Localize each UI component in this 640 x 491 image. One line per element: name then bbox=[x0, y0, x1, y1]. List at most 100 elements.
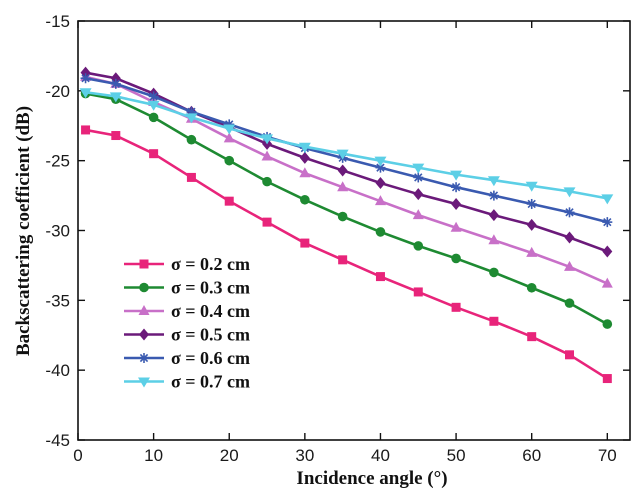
axis-ticks: 0 10 20 30 40 50 60 70 -45 -40 -35 -30 -25 -20 -15 bbox=[45, 12, 630, 465]
legend-marker-shape bbox=[139, 328, 149, 341]
data-point-shape bbox=[601, 277, 613, 288]
data-point-shape bbox=[564, 260, 576, 271]
data-point bbox=[337, 164, 348, 177]
data-point bbox=[488, 190, 499, 201]
data-point bbox=[601, 277, 613, 288]
data-point bbox=[261, 134, 274, 145]
x-tick-label: 50 bbox=[447, 446, 466, 465]
data-point bbox=[338, 255, 348, 265]
data-point-stroke bbox=[376, 163, 385, 172]
data-point bbox=[109, 92, 122, 103]
data-point-shape bbox=[602, 374, 612, 384]
data-point bbox=[186, 172, 196, 182]
data-point-shape bbox=[79, 88, 92, 99]
data-point bbox=[526, 198, 537, 209]
data-point bbox=[374, 156, 387, 167]
data-point-shape bbox=[374, 156, 387, 167]
data-point-shape bbox=[111, 131, 121, 141]
data-point bbox=[526, 218, 537, 231]
data-point-stroke bbox=[149, 92, 158, 101]
data-point-shape bbox=[185, 113, 198, 124]
data-point bbox=[300, 194, 310, 205]
data-point-shape bbox=[487, 176, 500, 187]
data-point-shape bbox=[450, 170, 463, 181]
data-point-shape bbox=[525, 181, 538, 192]
data-point-shape bbox=[262, 217, 272, 227]
data-point bbox=[186, 134, 197, 145]
data-point bbox=[110, 78, 121, 89]
data-point-shape bbox=[147, 100, 160, 111]
legend-label: σ = 0.3 cm bbox=[171, 278, 250, 298]
legend-entry-1: σ = 0.2 cm bbox=[124, 254, 250, 274]
x-tick-label: 30 bbox=[295, 446, 314, 465]
data-point-shape bbox=[451, 197, 462, 210]
x-tick-label: 0 bbox=[73, 446, 82, 465]
data-point-shape bbox=[375, 272, 385, 282]
data-point bbox=[413, 188, 424, 201]
legend-label: σ = 0.7 cm bbox=[171, 372, 250, 392]
data-point bbox=[147, 100, 160, 111]
data-point-shape bbox=[337, 181, 349, 192]
data-point bbox=[148, 112, 159, 123]
y-axis-title: Backscattering coefficient (dB) bbox=[13, 106, 34, 356]
data-point bbox=[451, 182, 462, 193]
data-point bbox=[564, 260, 576, 271]
data-point-shape bbox=[223, 124, 236, 135]
data-point-shape bbox=[81, 125, 91, 135]
y-tick-label: -45 bbox=[45, 431, 70, 450]
data-point bbox=[375, 272, 385, 282]
data-point-shape bbox=[527, 332, 537, 342]
data-point bbox=[412, 209, 424, 220]
data-point bbox=[298, 142, 311, 153]
data-point bbox=[564, 298, 575, 308]
legend-entry-5: σ = 0.6 cm bbox=[124, 348, 250, 368]
data-point-shape bbox=[526, 282, 537, 293]
y-tick-label: -30 bbox=[45, 222, 70, 241]
data-point-shape bbox=[488, 234, 500, 245]
data-point bbox=[300, 238, 310, 248]
data-point bbox=[601, 194, 614, 205]
series-4 bbox=[80, 66, 613, 258]
legend-marker-stroke bbox=[139, 353, 149, 363]
data-point-shape bbox=[413, 241, 424, 251]
data-point bbox=[413, 287, 423, 297]
data-point bbox=[79, 88, 92, 99]
data-point bbox=[602, 374, 612, 384]
data-point-shape bbox=[488, 209, 499, 222]
legend-label: σ = 0.6 cm bbox=[171, 348, 250, 368]
x-axis-title: Incidence angle (°) bbox=[296, 468, 447, 489]
x-tick-label: 60 bbox=[522, 446, 541, 465]
data-point bbox=[565, 350, 575, 360]
data-point bbox=[602, 319, 613, 329]
series-1 bbox=[81, 125, 612, 384]
data-point bbox=[451, 197, 462, 210]
data-point bbox=[262, 176, 272, 187]
data-point-shape bbox=[109, 92, 122, 103]
data-point-shape bbox=[337, 164, 348, 177]
data-point bbox=[81, 125, 91, 135]
data-point bbox=[148, 91, 159, 102]
data-point-shape bbox=[564, 231, 575, 244]
y-tick-label: -20 bbox=[45, 82, 70, 101]
data-point-stroke bbox=[527, 199, 536, 209]
data-point-shape bbox=[602, 245, 613, 258]
legend-entry-3: σ = 0.4 cm bbox=[124, 301, 250, 321]
data-point bbox=[262, 217, 272, 227]
y-tick-label: -35 bbox=[45, 291, 70, 310]
data-point-shape bbox=[526, 218, 537, 231]
data-point bbox=[375, 177, 386, 190]
legend-marker bbox=[139, 259, 149, 269]
data-point bbox=[525, 181, 538, 192]
legend-marker-shape bbox=[138, 377, 150, 388]
data-point bbox=[488, 209, 499, 222]
data-point-shape bbox=[337, 211, 348, 222]
y-tick-label: -40 bbox=[45, 361, 70, 380]
data-point bbox=[527, 332, 537, 342]
data-point bbox=[450, 170, 463, 181]
data-point-shape bbox=[299, 167, 311, 178]
x-tick-label: 20 bbox=[220, 446, 239, 465]
data-point-shape bbox=[186, 134, 197, 145]
legend-marker-shape bbox=[138, 305, 150, 315]
data-point bbox=[80, 73, 91, 84]
series-layer bbox=[79, 66, 614, 384]
